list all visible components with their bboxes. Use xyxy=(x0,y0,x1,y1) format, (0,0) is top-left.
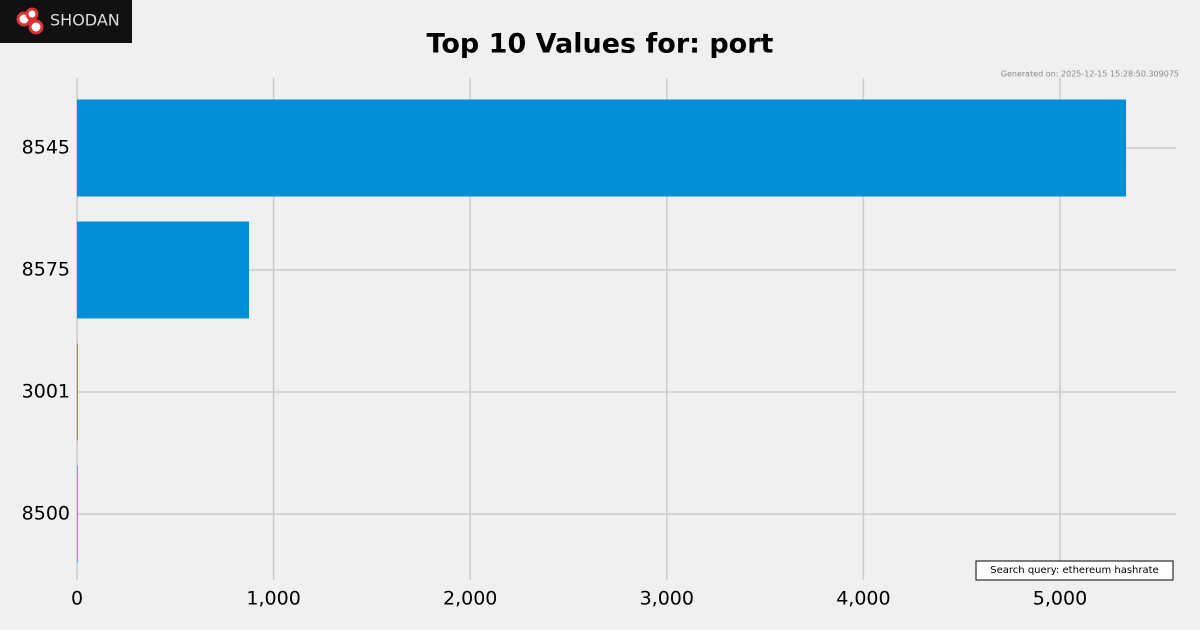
bar xyxy=(77,343,78,441)
bar xyxy=(77,465,78,563)
y-tick-label: 8500 xyxy=(22,503,70,525)
x-tick-label: 5,000 xyxy=(1033,588,1087,610)
y-tick-label: 8545 xyxy=(22,137,70,159)
subtitle: Generated on: 2025-12-15 15:28:50.309075 xyxy=(1001,70,1179,79)
chart-title: Top 10 Values for: port xyxy=(427,29,774,60)
logo-text: Shodan xyxy=(50,11,120,30)
x-tick-label: 1,000 xyxy=(246,588,300,610)
annotation: Search query: ethereum hashrate xyxy=(990,565,1158,576)
y-tick-label: 8575 xyxy=(22,259,70,281)
logo-icon xyxy=(28,19,44,35)
x-tick-label: 3,000 xyxy=(640,588,694,610)
x-tick-label: 2,000 xyxy=(443,588,497,610)
annotation-box xyxy=(975,560,1174,581)
logo-icon xyxy=(25,7,39,21)
y-tick-label: 3001 xyxy=(22,381,70,403)
logo: Shodan xyxy=(0,0,132,43)
x-tick-label: 4,000 xyxy=(836,588,890,610)
x-tick-label: 0 xyxy=(71,588,83,610)
bar xyxy=(77,99,1127,197)
bar xyxy=(77,221,250,319)
